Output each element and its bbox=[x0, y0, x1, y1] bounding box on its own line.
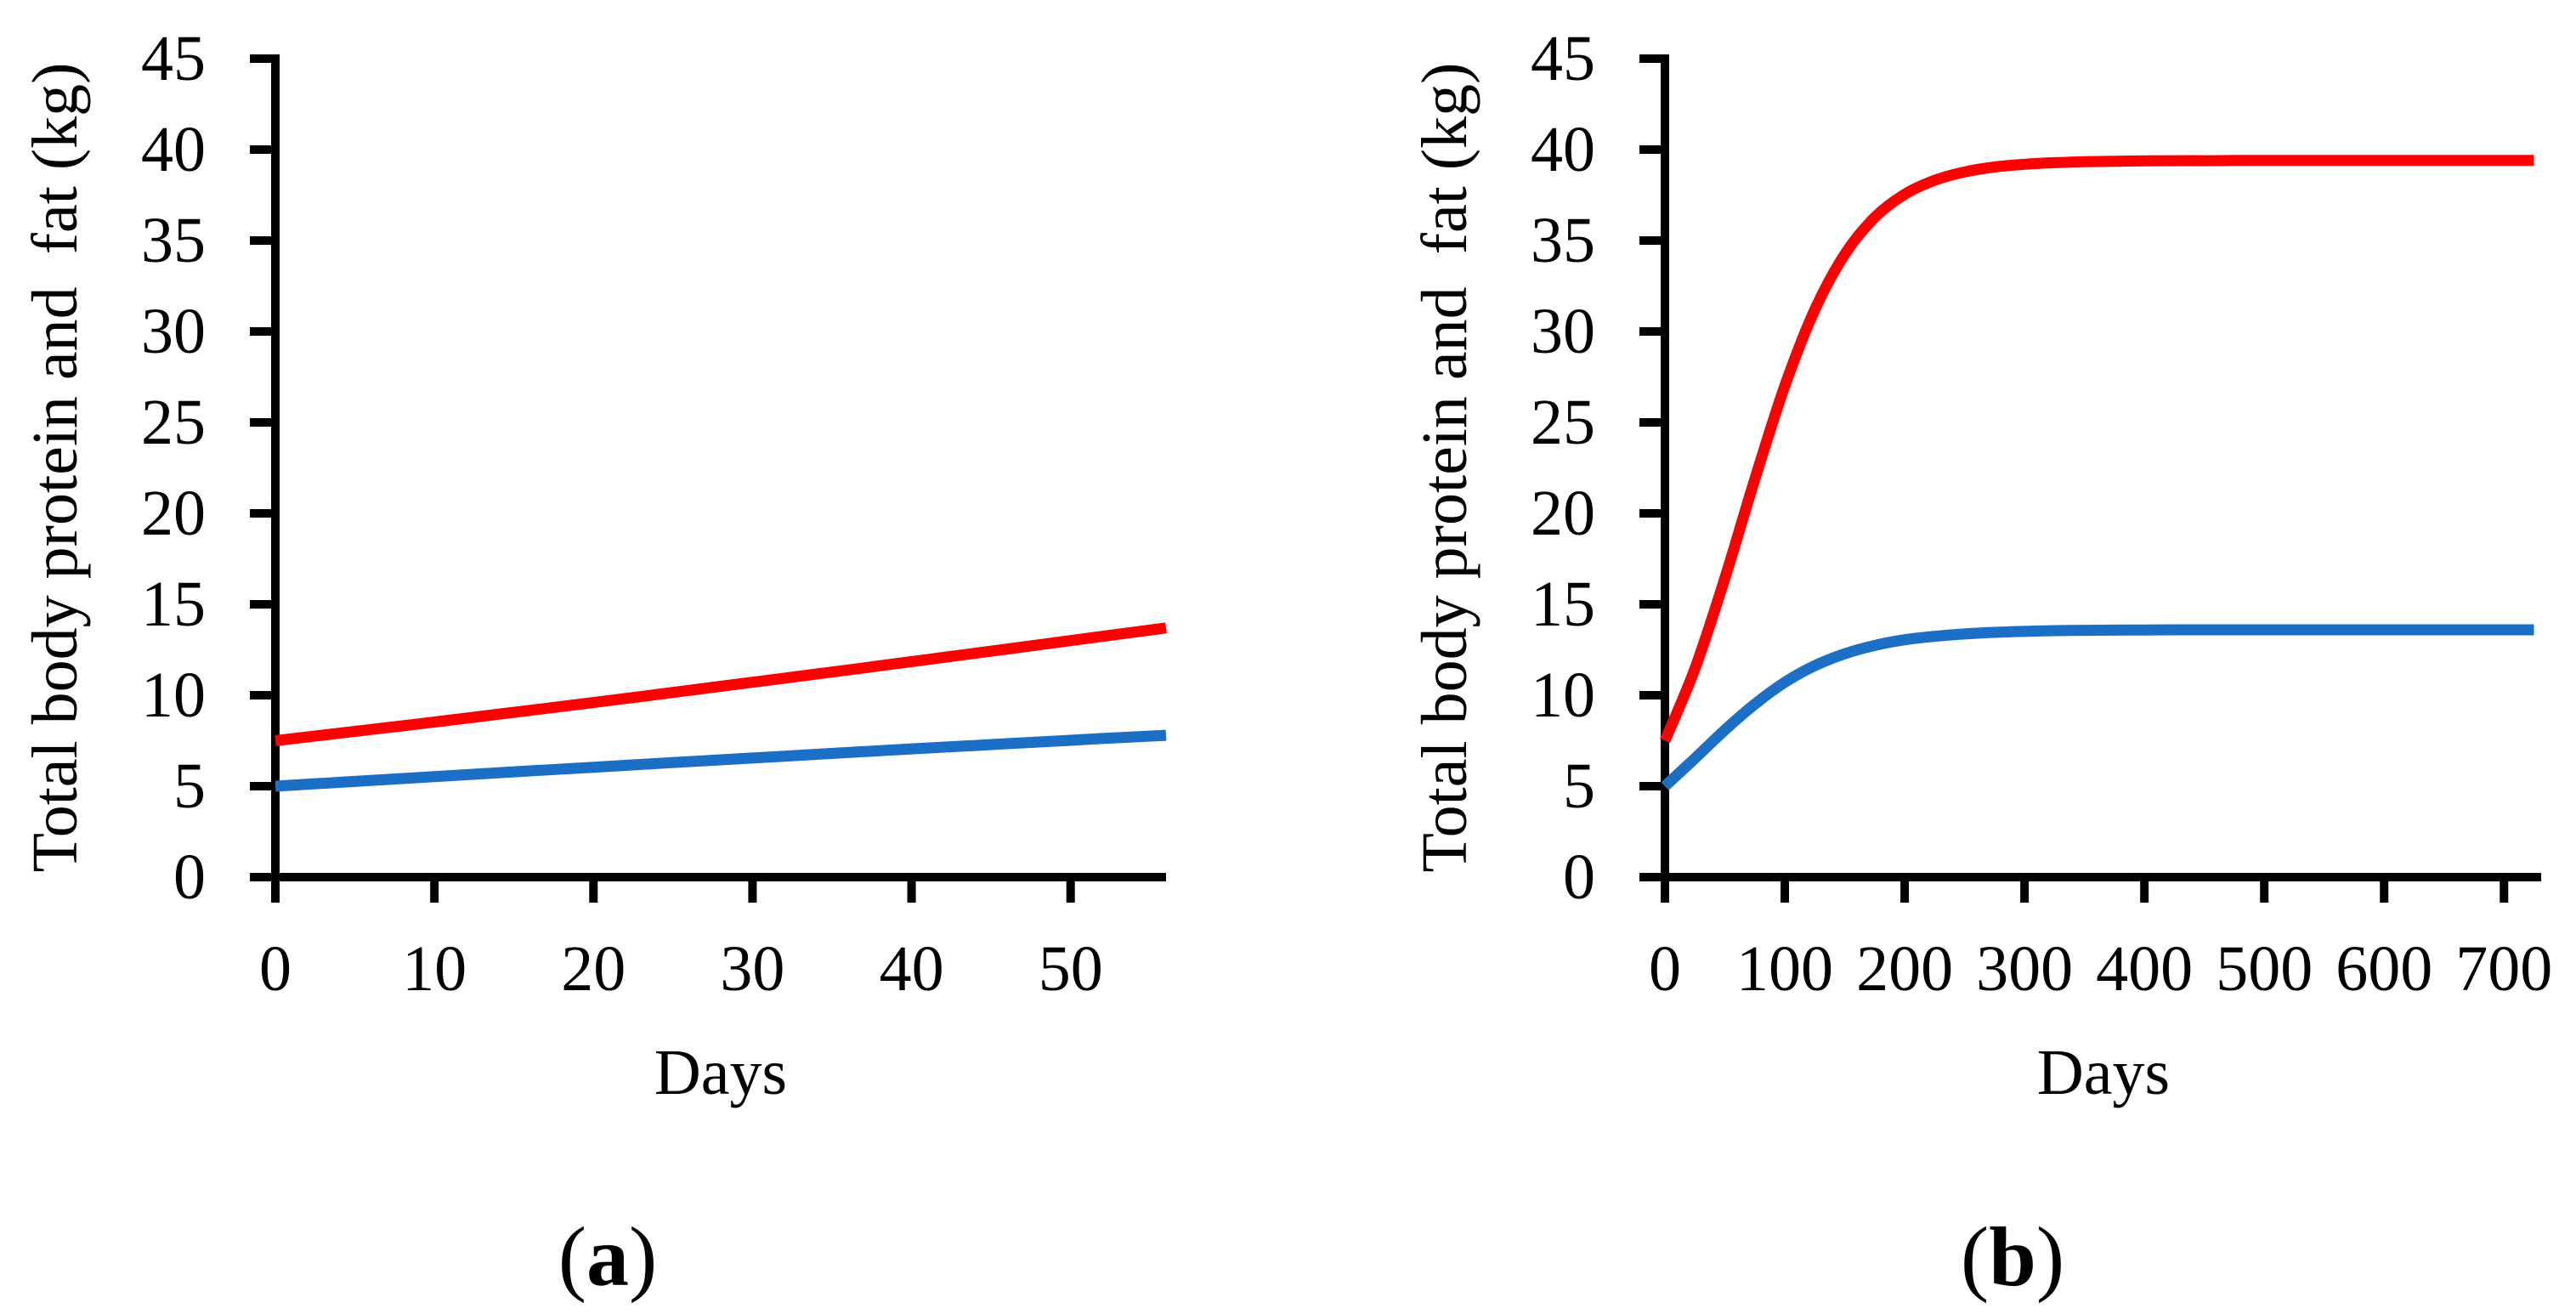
y-tick-label: 45 bbox=[1531, 23, 1595, 94]
sublabel-b-paren-open: ( bbox=[1961, 1209, 1989, 1304]
x-tick-label: 0 bbox=[1649, 933, 1681, 1005]
y-tick-label: 25 bbox=[1531, 387, 1595, 458]
x-tick-label: 100 bbox=[1736, 933, 1833, 1005]
sublabel-a-paren-open: ( bbox=[558, 1209, 586, 1304]
y-tick-label: 15 bbox=[141, 569, 206, 640]
y-tick-label: 45 bbox=[141, 23, 206, 94]
y-tick-label: 5 bbox=[1563, 750, 1595, 822]
y-tick-label: 40 bbox=[1531, 114, 1595, 185]
y-tick-label: 30 bbox=[1531, 296, 1595, 367]
chart-panel-b: 0 5 10 15 20 25 30 35 40 45 0 100 200 300 400 500 600 700… bbox=[1409, 23, 2552, 1304]
y-tick-label: 15 bbox=[1531, 569, 1595, 640]
plot-area-a: 0 5 10 15 20 25 30 35 40 45 0 10 20 30 40 50 bbox=[141, 23, 1167, 1005]
sublabel-b-letter: b bbox=[1989, 1209, 2036, 1304]
x-tick-label: 200 bbox=[1856, 933, 1953, 1005]
y-tick-label: 35 bbox=[1531, 205, 1595, 276]
y-tick-label: 0 bbox=[173, 841, 206, 913]
x-tick-label: 700 bbox=[2455, 933, 2552, 1005]
x-tick-label: 30 bbox=[720, 933, 784, 1005]
subfigure-label-b: (b) bbox=[1961, 1209, 2064, 1304]
y-tick-label: 20 bbox=[141, 478, 206, 549]
x-tick-label: 300 bbox=[1976, 933, 2073, 1005]
y-axis-title-a: Total body protein and fat (kg) bbox=[20, 63, 91, 873]
y-tick-label: 20 bbox=[1531, 478, 1595, 549]
x-tick-label: 400 bbox=[2096, 933, 2193, 1005]
x-tick-label: 10 bbox=[402, 933, 467, 1005]
x-tick-label: 500 bbox=[2216, 933, 2313, 1005]
y-tick-label: 5 bbox=[173, 750, 206, 822]
y-tick-label: 10 bbox=[141, 660, 206, 731]
y-axis-title-b: Total body protein and fat (kg) bbox=[1409, 63, 1480, 873]
chart-panel-a: 0 5 10 15 20 25 30 35 40 45 0 10 20 30 40 50 Days Total… bbox=[20, 23, 1167, 1304]
y-tick-label: 25 bbox=[141, 387, 206, 458]
blue-series-curve bbox=[275, 729, 1167, 792]
sublabel-a-paren-close: ) bbox=[629, 1209, 657, 1304]
red-series-curve bbox=[275, 622, 1167, 746]
blue-series-curve bbox=[1661, 624, 2534, 790]
x-axis-title-a: Days bbox=[654, 1037, 787, 1108]
red-series-curve bbox=[1660, 155, 2534, 744]
y-tick-label: 10 bbox=[1531, 660, 1595, 731]
x-tick-label: 0 bbox=[259, 933, 292, 1005]
y-tick-label: 30 bbox=[141, 296, 206, 367]
sublabel-a-letter: a bbox=[586, 1209, 629, 1304]
x-tick-label: 600 bbox=[2335, 933, 2432, 1005]
x-tick-label: 50 bbox=[1039, 933, 1103, 1005]
x-axis-title-b: Days bbox=[2037, 1037, 2170, 1108]
subfigure-label-a: (a) bbox=[558, 1209, 658, 1304]
y-tick-label: 40 bbox=[141, 114, 206, 185]
x-tick-label: 20 bbox=[561, 933, 626, 1005]
x-tick-label: 40 bbox=[880, 933, 944, 1005]
plot-area-b: 0 5 10 15 20 25 30 35 40 45 0 100 200 300 400 500 600 700 bbox=[1531, 23, 2552, 1005]
y-tick-label: 0 bbox=[1563, 841, 1595, 913]
sublabel-b-paren-close: ) bbox=[2036, 1209, 2064, 1304]
y-tick-label: 35 bbox=[141, 205, 206, 276]
